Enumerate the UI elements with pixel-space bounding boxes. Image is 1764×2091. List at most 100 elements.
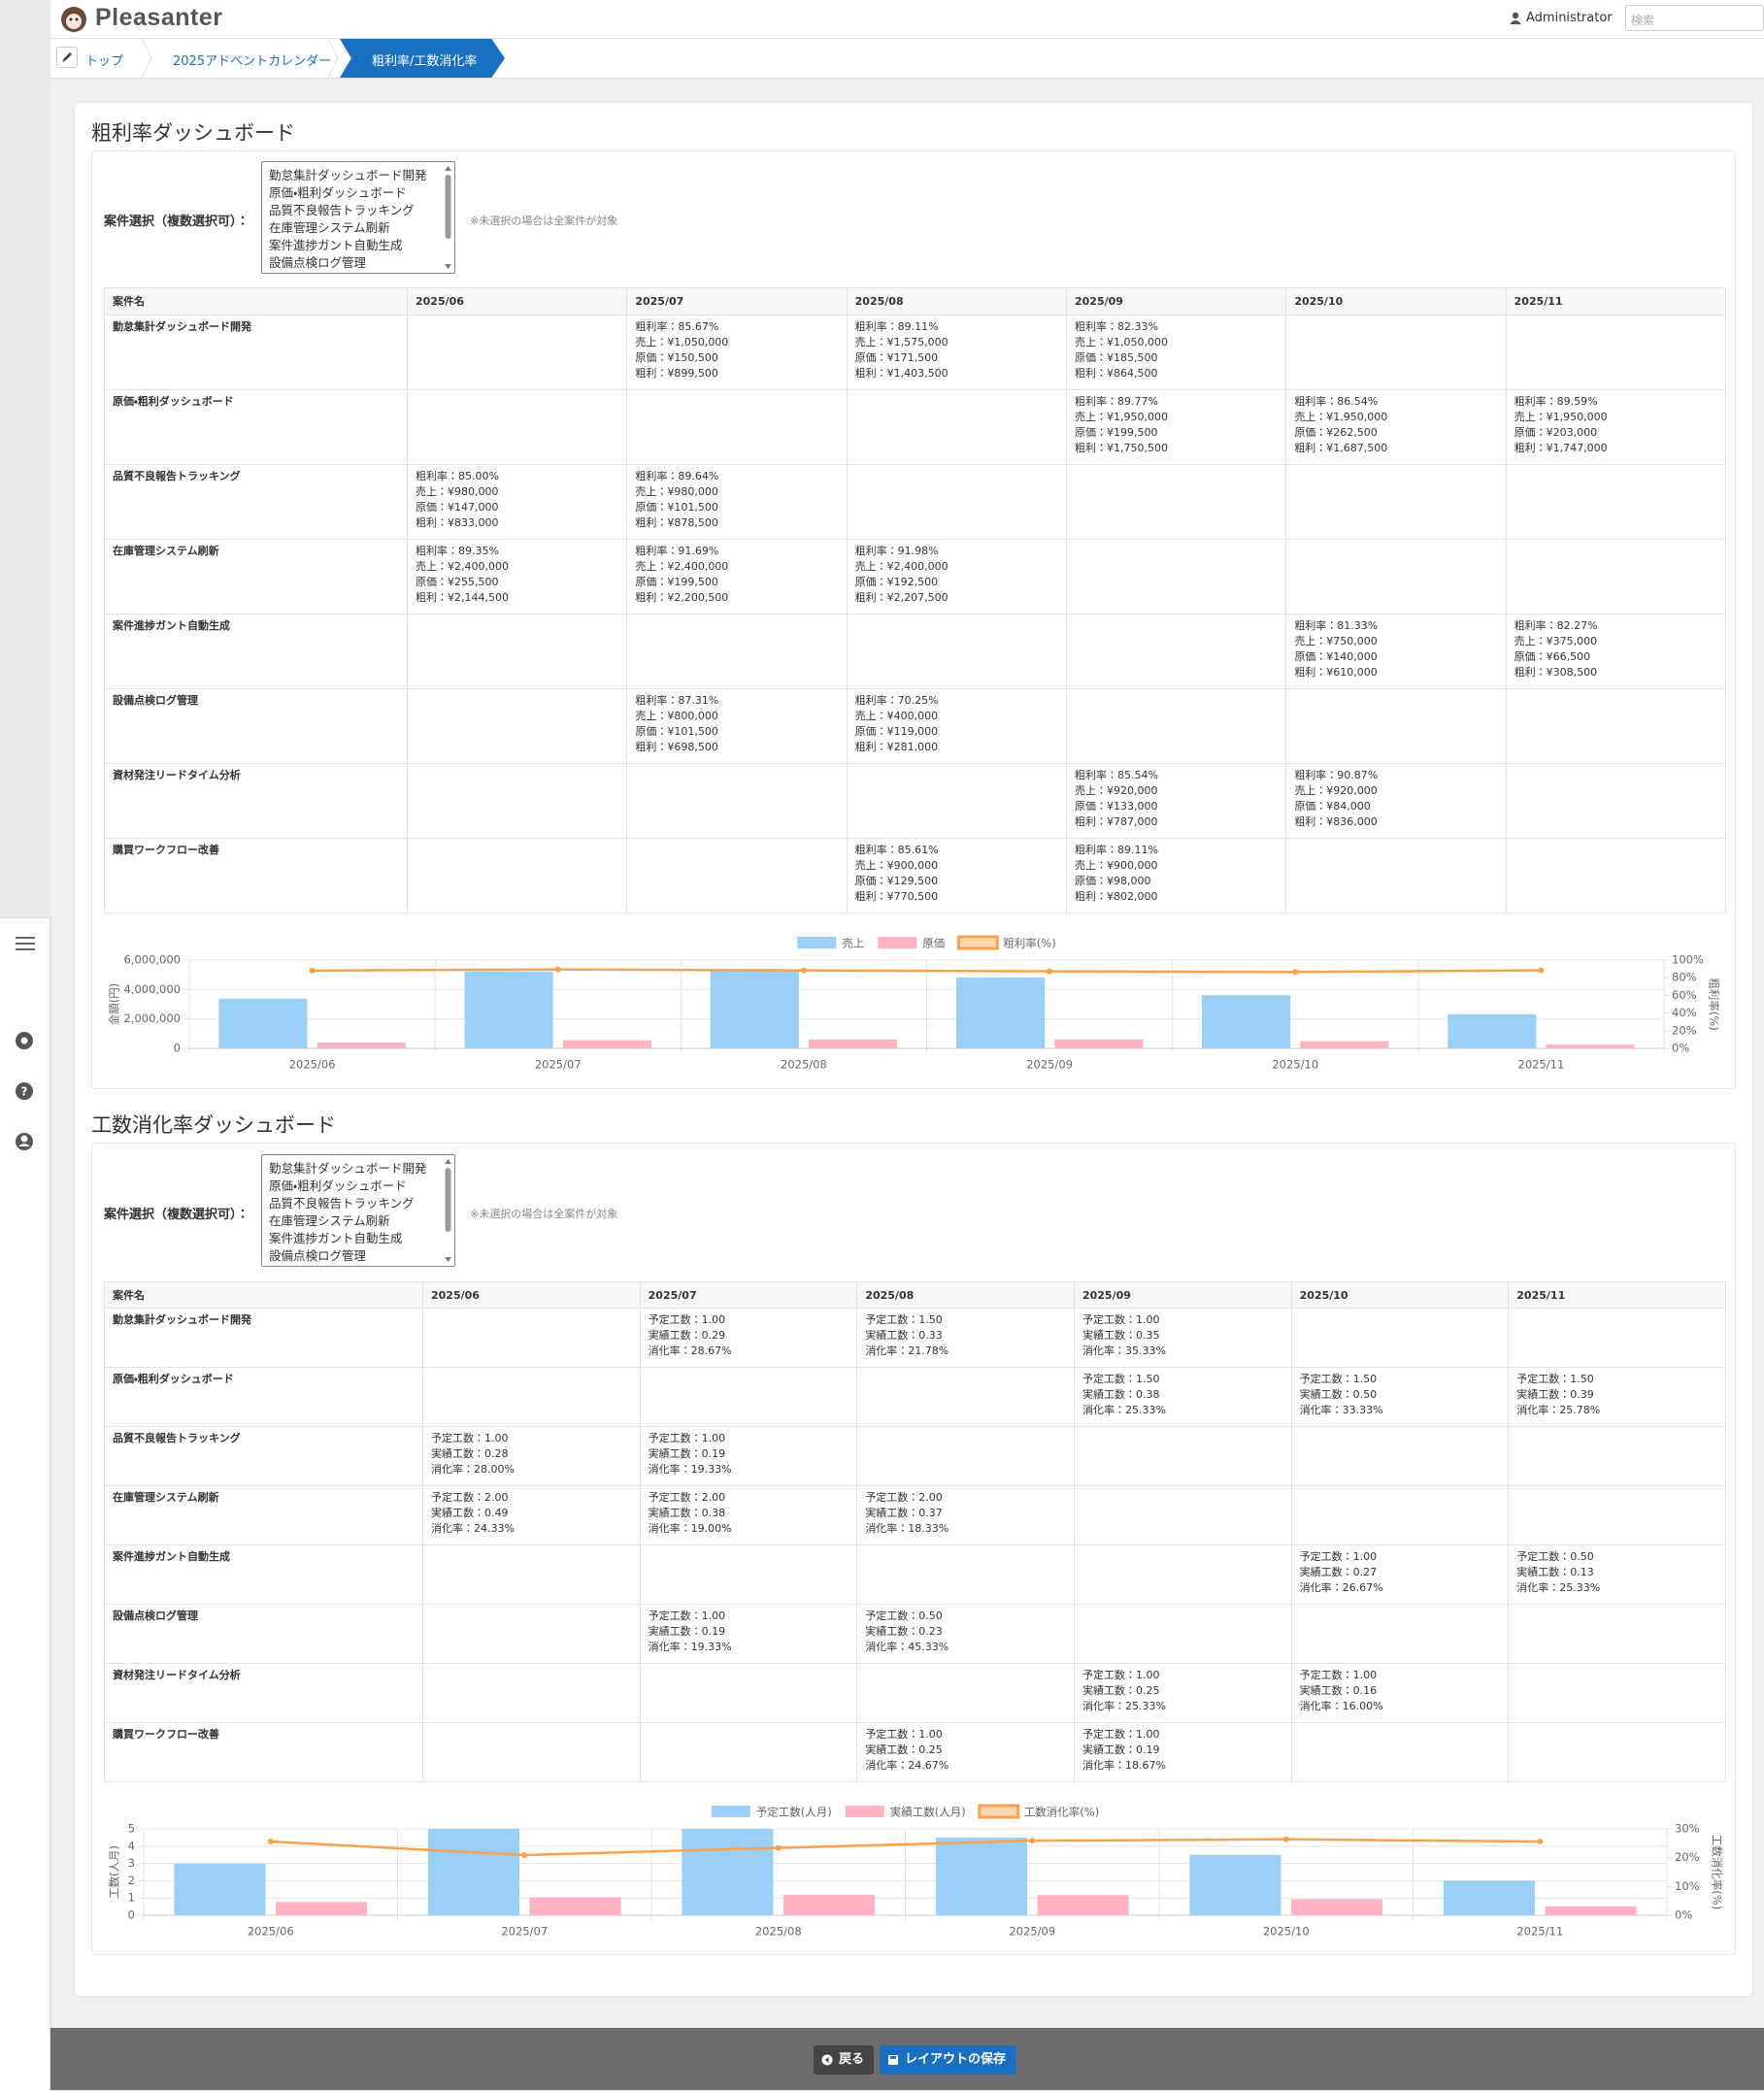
- project-listbox[interactable]: 勤怠集計ダッシュボード開発 原価・粗利ダッシュボード 品質不良報告トラッキング 在庫管…: [261, 1154, 455, 1267]
- cell-line: 消化率：25.33%: [1516, 1581, 1601, 1594]
- listbox-scrollbar: [445, 166, 451, 269]
- legend-swatch: [956, 935, 999, 950]
- line-point: [1029, 1838, 1036, 1844]
- project-name: 在庫管理システム刷新: [104, 1485, 423, 1545]
- y-tick-label: 3: [128, 1856, 135, 1870]
- data-table: 案件名 2025/06 2025/07 2025/08 2025/09 2025/10 20…: [104, 287, 1726, 913]
- breadcrumb-link[interactable]: トップ: [85, 54, 124, 69]
- cell-line: 予定工数：1.50: [1299, 1373, 1378, 1385]
- cell-line: 予定工数：1.50: [1516, 1373, 1594, 1385]
- month-cell: [1065, 539, 1287, 614]
- edit-icon[interactable]: [56, 47, 78, 68]
- cell-line: 粗利：¥864,500: [1074, 367, 1158, 380]
- select-label: 案件選択（複数選択可）：: [104, 215, 250, 229]
- x-tick-label: 2025/06: [289, 1058, 336, 1072]
- listbox-option[interactable]: 勤怠集計ダッシュボード開発: [269, 1161, 427, 1176]
- cell-line: 粗利：¥2,144,500: [416, 591, 509, 604]
- legend-label: 原価: [922, 937, 945, 950]
- bar: [1054, 1039, 1144, 1048]
- bar: [710, 970, 799, 1048]
- cell-line: 粗利：¥787,000: [1074, 815, 1158, 828]
- cell-line: 原価：¥199,500: [1074, 426, 1158, 439]
- legend-swatch: [978, 1804, 1020, 1819]
- y2-tick-label: 0%: [1672, 1042, 1689, 1055]
- cell-line: 売上：¥1,050,000: [635, 336, 729, 348]
- x-tick-label: 2025/11: [1516, 1925, 1563, 1939]
- search-box[interactable]: 検索: [1625, 5, 1764, 31]
- cell-line: 粗利：¥1,747,000: [1514, 442, 1608, 454]
- cell-line: 粗利率：85.61%: [854, 844, 939, 856]
- listbox-option[interactable]: 品質不良報告トラッキング: [269, 1196, 415, 1211]
- month-cell: [856, 1367, 1075, 1427]
- cell-line: 粗利率：89.11%: [854, 320, 939, 333]
- breadcrumb-link[interactable]: 2025アドベントカレンダー: [173, 54, 332, 69]
- crumb-sep: [327, 39, 339, 78]
- cell-line: 予定工数：1.00: [648, 1610, 726, 1622]
- logo[interactable]: Pleasanter: [95, 4, 223, 31]
- month-cell: [1285, 688, 1507, 764]
- listbox-option[interactable]: 案件進捗ガント自動生成: [269, 238, 403, 252]
- cell-line: 原価：¥199,500: [635, 576, 718, 588]
- listbox-option[interactable]: 品質不良報告トラッキング: [269, 203, 415, 217]
- cell-line: 予定工数：1.00: [1082, 1313, 1160, 1326]
- cell-line: 予定工数：1.00: [648, 1432, 726, 1444]
- project-name: 原価・粗利ダッシュボード: [104, 1367, 423, 1427]
- bar: [316, 1042, 406, 1048]
- cell-line: 粗利：¥770,500: [854, 890, 939, 903]
- user-menu[interactable]: Administrator: [1526, 11, 1613, 25]
- logo-icon: [61, 7, 86, 32]
- cell-line: 原価：¥192,500: [854, 576, 939, 588]
- bar: [1545, 1906, 1637, 1915]
- bar: [1189, 1854, 1281, 1915]
- cell-line: 消化率：28.00%: [431, 1463, 515, 1476]
- project-listbox[interactable]: 勤怠集計ダッシュボード開発 原価・粗利ダッシュボード 品質不良報告トラッキング 在庫管…: [261, 161, 455, 274]
- y2-tick-label: 60%: [1672, 988, 1697, 1002]
- listbox-option[interactable]: 案件進捗ガント自動生成: [269, 1231, 403, 1245]
- cell-line: 粗利率：91.69%: [635, 545, 719, 557]
- project-name: 品質不良報告トラッキング: [104, 464, 408, 540]
- listbox-option[interactable]: 在庫管理システム刷新: [269, 220, 390, 235]
- cell-line: 予定工数：1.00: [431, 1432, 509, 1444]
- table-row: 設備点検ログ管理 粗利率：87.31% 売上：¥800,000 原価：¥101,500…: [104, 688, 1726, 764]
- cell-line: 実績工数：0.27: [1299, 1566, 1378, 1578]
- y-tick-label: 0: [174, 1042, 181, 1055]
- month-cell: [846, 763, 1067, 839]
- y-tick-label: 1: [128, 1891, 135, 1905]
- listbox-option[interactable]: 設備点検ログ管理: [269, 255, 367, 270]
- cell-line: 消化率：25.33%: [1082, 1404, 1166, 1416]
- y2-tick-label: 20%: [1675, 1850, 1700, 1864]
- save-label: レイアウトの保存: [905, 2052, 1007, 2067]
- table-wrap: 案件名 2025/06 2025/07 2025/08 2025/09 2025/10 20…: [104, 287, 1726, 913]
- cell-line: 消化率：35.33%: [1082, 1344, 1166, 1357]
- month-cell: 予定工数：1.50 実績工数：0.39 消化率：25.78%: [1508, 1367, 1726, 1427]
- month-cell: [1073, 1604, 1292, 1664]
- listbox-option[interactable]: 勤怠集計ダッシュボード開発: [269, 168, 427, 183]
- month-cell: [1073, 1544, 1292, 1605]
- month-cell: 予定工数：1.50 実績工数：0.33 消化率：21.78%: [856, 1308, 1075, 1368]
- month-cell: [1285, 838, 1507, 913]
- menu-toggle[interactable]: [16, 937, 35, 950]
- month-cell: [1290, 1485, 1510, 1545]
- listbox-option[interactable]: 在庫管理システム刷新: [269, 1213, 390, 1228]
- scroll-up: [445, 1159, 451, 1164]
- cell-line: 消化率：21.78%: [865, 1344, 949, 1357]
- save-layout-button[interactable]: レイアウトの保存: [880, 2045, 1016, 2074]
- y2-tick-label: 30%: [1675, 1822, 1700, 1836]
- account-icon[interactable]: [16, 1133, 33, 1150]
- cell-line: 粗利率：87.31%: [635, 694, 719, 707]
- cell-line: 原価：¥150,500: [635, 351, 718, 364]
- column-header: 2025/10: [1285, 287, 1507, 315]
- y2-tick-label: 20%: [1672, 1023, 1697, 1037]
- month-cell: [856, 1663, 1075, 1723]
- cell-line: 原価：¥133,000: [1074, 800, 1158, 813]
- listbox-option[interactable]: 設備点検ログ管理: [269, 1248, 367, 1263]
- help-icon[interactable]: ?: [16, 1082, 33, 1100]
- cell-line: 粗利：¥2,200,500: [635, 591, 729, 604]
- project-name: 購買ワークフロー改善: [104, 1722, 423, 1782]
- y-tick-label: 2,000,000: [123, 1012, 181, 1025]
- select-note: ※未選択の場合は全案件が対象: [470, 215, 618, 227]
- settings-icon[interactable]: [16, 1032, 33, 1049]
- listbox-option[interactable]: 原価・粗利ダッシュボード: [269, 1178, 407, 1193]
- listbox-option[interactable]: 原価・粗利ダッシュボード: [269, 185, 407, 200]
- x-tick-label: 2025/08: [781, 1058, 827, 1072]
